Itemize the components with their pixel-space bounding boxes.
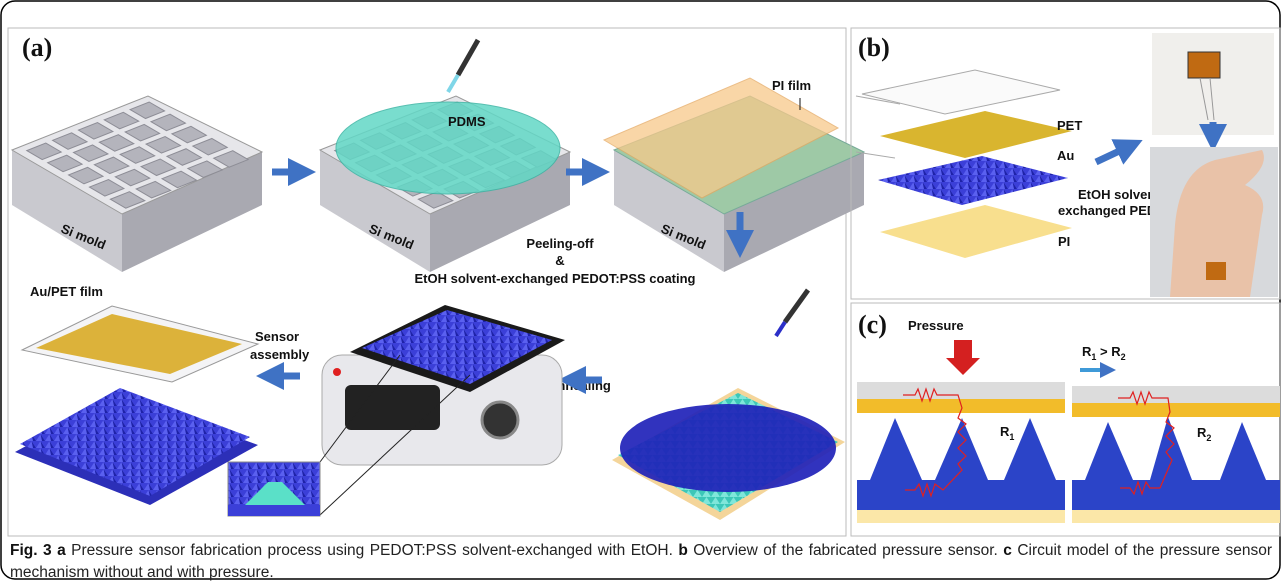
page: (a) Si mold PDMS Si mold PI film Si mold… <box>0 0 1282 581</box>
pi-band <box>1072 510 1280 523</box>
panel-label: (b) <box>858 33 890 62</box>
pet-band <box>857 382 1065 399</box>
subscript: 1 <box>1009 432 1014 442</box>
caption-text: Overview of the fabricated pressure sens… <box>688 542 1003 559</box>
cone <box>1220 422 1266 480</box>
au-band <box>1072 403 1280 417</box>
cone <box>1004 418 1056 480</box>
pedot-band <box>857 480 1065 510</box>
step-label: assembly <box>250 347 310 362</box>
pressure-label: Pressure <box>908 318 964 333</box>
dropper <box>785 290 808 322</box>
step-label: & <box>555 253 564 268</box>
comparison: R1 > R2 <box>1082 344 1126 362</box>
dropper <box>458 40 478 75</box>
pedot-band <box>1072 480 1280 510</box>
caption-label: c <box>1003 542 1012 559</box>
pet-band <box>1072 386 1280 403</box>
resistor-label: R1 <box>1000 424 1014 442</box>
panel-label: (a) <box>22 33 52 62</box>
pi-film-label: PI film <box>772 78 811 93</box>
figure: (a) Si mold PDMS Si mold PI film Si mold… <box>0 0 1282 581</box>
caption-label: b <box>678 542 687 559</box>
subscript: 2 <box>1206 433 1211 443</box>
cross-section-left <box>857 382 1065 523</box>
arrow <box>1096 146 1130 162</box>
si-mold <box>12 96 262 272</box>
subscript: 2 <box>1121 352 1126 362</box>
au-layer <box>880 111 1072 158</box>
pi-band <box>857 510 1065 523</box>
step-label: Sensor <box>255 329 299 344</box>
layer-label: PET <box>1057 118 1082 133</box>
si-mold <box>604 78 864 272</box>
cone <box>1085 422 1133 480</box>
caption: Fig. 3 a Pressure sensor fabrication pro… <box>10 540 1272 584</box>
inset-base <box>228 505 320 516</box>
layer-label: PI <box>1058 234 1070 249</box>
hotplate-knob <box>482 402 518 438</box>
step-label: Peeling-off <box>526 236 594 251</box>
caption-text: Pressure sensor fabrication process usin… <box>66 542 679 559</box>
pet-layer <box>862 70 1060 114</box>
dropper-tip <box>448 75 458 92</box>
dropper-tip <box>776 322 785 336</box>
resistor-label: R2 <box>1197 425 1211 443</box>
panel-label: (c) <box>858 310 887 339</box>
pdms-label: PDMS <box>448 114 486 129</box>
hotplate-led <box>333 368 341 376</box>
operator: > <box>1096 344 1111 359</box>
photo-device <box>1206 262 1226 280</box>
step-label: EtOH solvent-exchanged PEDOT:PSS coating <box>415 271 696 286</box>
cross-section-right <box>1072 386 1280 523</box>
hotplate-display <box>345 385 440 430</box>
pedot-coating <box>620 404 836 492</box>
layer-label: Au <box>1057 148 1074 163</box>
photo-device <box>1188 52 1220 78</box>
pressure-arrow <box>946 340 980 375</box>
pedot-layer <box>878 156 1068 205</box>
caption-figure: Fig. 3 <box>10 542 52 559</box>
caption-label: a <box>57 542 66 559</box>
sensor-spikes <box>20 388 250 496</box>
film-label: Au/PET film <box>30 284 103 299</box>
pi-layer <box>880 205 1072 258</box>
photo-sensor <box>1152 33 1274 135</box>
cone <box>870 418 922 480</box>
